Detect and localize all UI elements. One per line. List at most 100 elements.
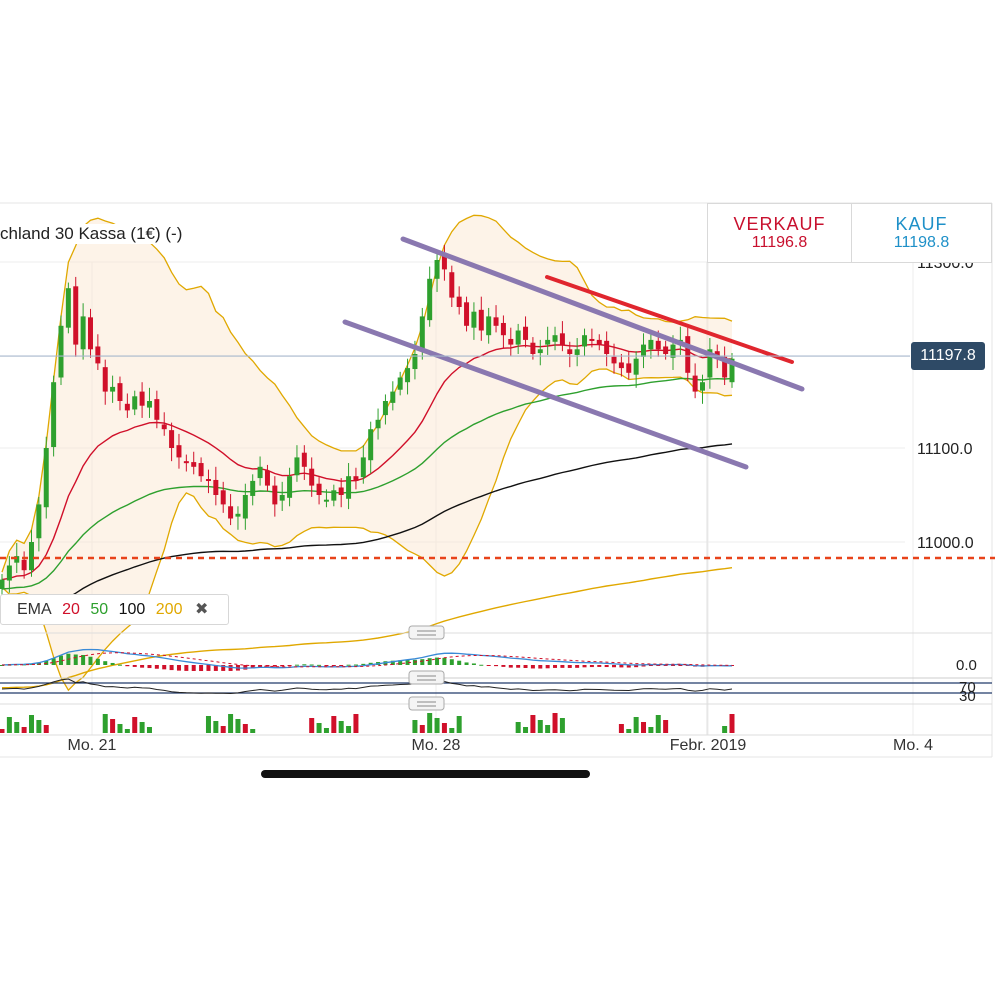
y-tick-label: 11100.0 (917, 441, 973, 458)
volume-bar (456, 716, 462, 733)
close-icon[interactable]: ✖ (194, 601, 209, 618)
candle-body (301, 452, 307, 467)
candle-body (6, 565, 12, 581)
macd-bar (309, 664, 314, 666)
candle-body (21, 559, 27, 571)
candle-body (670, 344, 676, 358)
volume-bar (346, 726, 352, 733)
volume-bar (441, 723, 447, 733)
candle-body (626, 363, 632, 373)
candle-body (198, 463, 204, 477)
x-tick-label: Mo. 21 (68, 737, 117, 754)
candle-body (567, 349, 573, 354)
candle-body (382, 401, 388, 416)
panel-resize-handle[interactable] (408, 670, 445, 685)
candle-body (316, 483, 322, 495)
candle-body (80, 316, 86, 350)
buy-quote-button[interactable]: KAUF 11198.8 (851, 203, 992, 263)
macd-bar (641, 665, 646, 667)
candle-body (486, 316, 492, 336)
home-indicator[interactable] (261, 770, 590, 778)
sell-quote-button[interactable]: VERKAUF 11196.8 (707, 203, 852, 263)
volume-bar (28, 715, 34, 733)
candle-body (530, 342, 536, 354)
macd-bar (81, 655, 86, 665)
candle-body (191, 462, 197, 467)
candle-body (331, 490, 337, 501)
macd-bar (162, 665, 167, 670)
bollinger-area (2, 215, 732, 691)
candle-body (493, 317, 499, 326)
ema-legend-label: EMA (17, 601, 52, 618)
macd-bar (597, 665, 602, 667)
candle-body (648, 339, 654, 350)
macd-bar (302, 664, 307, 666)
macd-bar (626, 665, 631, 668)
candle-body (36, 504, 42, 539)
candle-body (279, 495, 285, 501)
candle-body (729, 358, 735, 383)
current-price-tag: 11197.8 (911, 342, 985, 370)
candle-body (154, 399, 160, 420)
volume-bar (537, 720, 543, 733)
rsi-line (1, 678, 733, 695)
panel-resize-handle[interactable] (408, 696, 445, 711)
volume-bar (0, 729, 5, 733)
macd-bar (464, 662, 469, 665)
macd-bar (169, 665, 174, 671)
macd-signal-line (1, 652, 733, 668)
ema-legend[interactable]: EMA 20 50 100 200 ✖ (0, 594, 229, 625)
candle-body (58, 325, 64, 378)
channel-upper-line (400, 236, 805, 392)
candle-body (464, 302, 470, 326)
candle-body (110, 386, 116, 392)
macd-bar (73, 654, 78, 665)
macd-bar (95, 658, 100, 665)
candle-body (604, 340, 610, 354)
x-tick-label: Mo. 4 (893, 737, 933, 754)
candle-body (574, 349, 580, 355)
volume-bar (309, 718, 315, 733)
candle-body (545, 339, 551, 345)
macd-bar (589, 665, 594, 668)
macd-bar (671, 665, 676, 666)
volume-bar (427, 713, 433, 733)
macd-bar (471, 663, 476, 665)
panel-resize-handle[interactable] (408, 625, 445, 640)
rsi-tick-label: 70 (959, 679, 976, 696)
macd-bar (368, 662, 373, 665)
volume-bar (663, 720, 669, 733)
macd-bar (346, 664, 351, 666)
ema20-line (1, 343, 732, 581)
volume-bar (139, 722, 145, 733)
candle-body (390, 391, 396, 403)
volume-bar (21, 727, 27, 733)
volume-bar (110, 719, 116, 733)
candle-body (257, 466, 263, 479)
ema-100-label: 100 (118, 601, 146, 618)
macd-tick-label: 0.0 (956, 657, 977, 674)
volume-bar (102, 714, 108, 733)
volume-bar (6, 717, 12, 733)
macd-bar (420, 659, 425, 665)
volume-bar (146, 727, 152, 733)
candle-body (700, 382, 706, 391)
macd-bar (147, 665, 152, 669)
macd-bar (523, 665, 528, 668)
candle-body (95, 346, 101, 364)
candle-body (250, 480, 256, 496)
macd-bar (545, 665, 550, 669)
volume-bar (655, 715, 661, 733)
candle-body (375, 419, 381, 429)
volume-bar (220, 726, 226, 733)
x-tick-label: Mo. 28 (412, 737, 461, 754)
volume-bar (545, 725, 551, 733)
candle-body (456, 296, 462, 307)
resistance-line (545, 275, 794, 364)
macd-bar (678, 665, 683, 666)
candle-body (14, 556, 20, 563)
macd-bar (243, 665, 248, 670)
macd-bar (663, 665, 668, 666)
volume-bar (117, 724, 123, 733)
